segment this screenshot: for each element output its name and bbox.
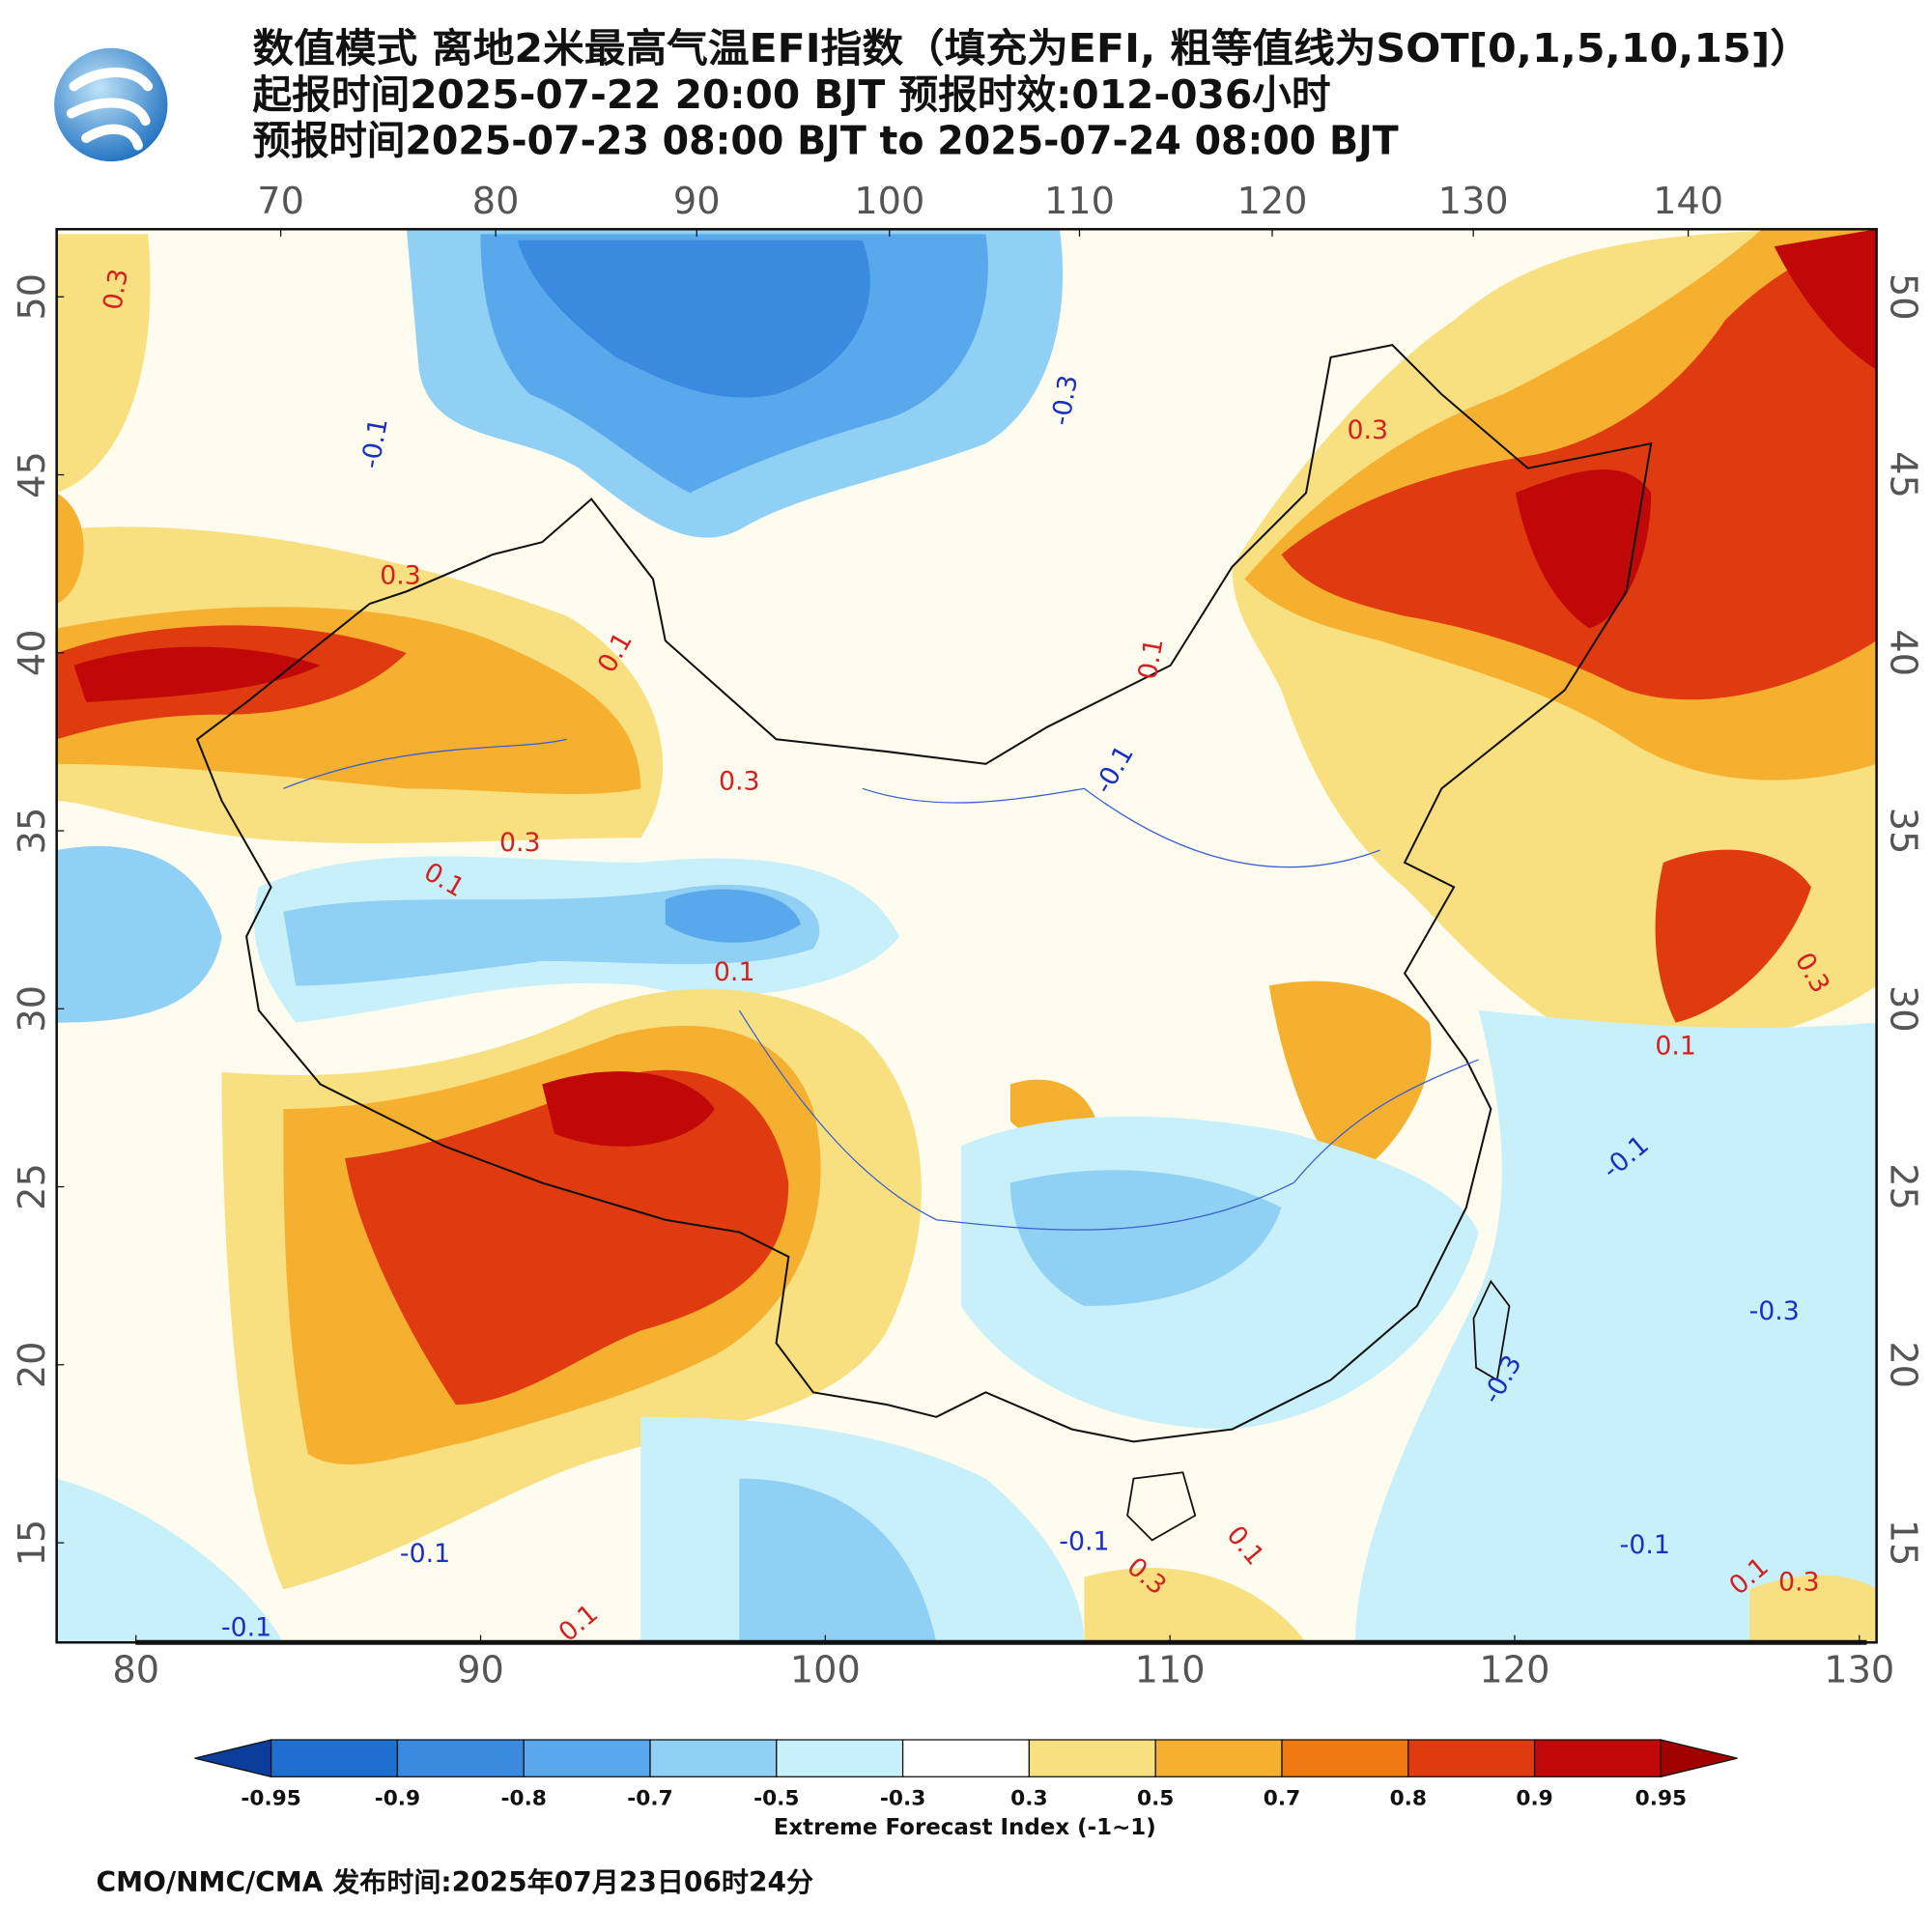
colorbar-arrow [194,1739,272,1778]
right-lat-label: 45 [1882,451,1925,498]
left-lat-label: 30 [11,985,54,1033]
colorbar-tick-label: -0.3 [880,1787,925,1811]
right-lat-label: 15 [1882,1520,1925,1567]
title-line: 数值模式 离地2米最高气温EFI指数（填充为EFI, 粗等值线为SOT[0,1,… [252,25,1811,71]
right-lat-label: 35 [1882,808,1925,855]
contour-label: 0.1 [1133,637,1170,682]
colorbar-box [649,1739,778,1777]
top-lon-label: 140 [1653,180,1723,223]
colorbar-tick-label: 0.5 [1137,1787,1174,1811]
left-lat-label: 25 [11,1163,54,1210]
contour-label: -0.1 [400,1539,450,1569]
right-lat-label: 25 [1882,1163,1925,1210]
efi-fill: 0.3-0.1-0.30.30.10.30.30.10.1-0.10.1-0.1… [56,229,1877,1643]
contour-label: 0.3 [719,766,760,796]
colorbar-tick-label: 0.7 [1264,1787,1300,1811]
contour-label: 0.3 [98,267,134,312]
bottom-lon-label: 90 [457,1648,504,1691]
colorbar-box [523,1739,651,1777]
title-line: 起报时间2025-07-22 20:00 BJT 预报时效:012-036小时 [252,71,1330,118]
left-lat-label: 45 [11,451,54,498]
top-lon-label: 80 [472,180,520,223]
right-lat-label: 30 [1882,985,1925,1033]
bottom-lon-label: 130 [1824,1648,1894,1691]
right-lat-label: 20 [1882,1341,1925,1388]
colorbar-box [270,1739,399,1777]
colorbar-tick-label: -0.95 [241,1787,300,1811]
bottom-lon-label: 80 [112,1648,159,1691]
contour-label: 0.3 [380,560,421,590]
colorbar-tick-label: -0.7 [627,1787,672,1811]
left-lat-label: 40 [11,629,54,676]
contour-label: 0.3 [499,828,541,858]
logo [54,47,168,162]
contour-label: 0.3 [1778,1568,1820,1598]
colorbar-box [396,1739,525,1777]
colorbar-tick-label: -0.8 [501,1787,547,1811]
contour-label: 0.1 [714,957,755,987]
contour-label: -0.3 [1749,1296,1800,1326]
colorbar-box [901,1739,1031,1777]
contour-label: -0.1 [1620,1530,1670,1560]
bottom-lon-label: 110 [1135,1648,1206,1691]
right-lat-label: 50 [1882,273,1925,321]
colorbar-box [1407,1739,1536,1777]
colorbar-tick-label: -0.9 [375,1787,420,1811]
top-lon-label: 120 [1236,180,1307,223]
colorbar-tick-label: 0.9 [1516,1787,1552,1811]
right-lat-label: 40 [1882,629,1925,676]
colorbar-tick-label: 0.3 [1010,1787,1047,1811]
contour-label: -0.1 [1059,1526,1109,1556]
colorbar-arrow [1660,1739,1738,1778]
left-lat-label: 50 [11,273,54,321]
left-lat-label: 35 [11,808,54,855]
top-lon-label: 90 [673,180,721,223]
colorbar-box [1028,1739,1156,1777]
bottom-lon-label: 120 [1479,1648,1549,1691]
colorbar-box [776,1739,904,1777]
colorbar-box [1154,1739,1283,1777]
colorbar-label: Extreme Forecast Index (-1~1) [774,1815,1156,1840]
colorbar-tick-label: -0.5 [753,1787,799,1811]
contour-label: 0.1 [1655,1032,1696,1062]
top-lon-label: 70 [257,180,304,223]
left-lat-label: 15 [11,1520,54,1567]
top-lon-label: 130 [1438,180,1509,223]
colorbar-box [1533,1739,1662,1777]
colorbar-tick-label: 0.95 [1635,1787,1687,1811]
footer: CMO/NMC/CMA 发布时间:2025年07月23日06时24分 [96,1866,813,1898]
left-lat-label: 20 [11,1341,54,1388]
top-lon-label: 110 [1044,180,1115,223]
contour-label: -0.1 [221,1613,271,1643]
contour-label: 0.3 [1348,415,1389,445]
bottom-lon-label: 100 [790,1648,861,1691]
title-line: 预报时间2025-07-23 08:00 BJT to 2025-07-24 0… [252,117,1398,163]
colorbar-tick-label: 0.8 [1390,1787,1427,1811]
top-lon-label: 100 [854,180,924,223]
colorbar-box [1281,1739,1409,1777]
